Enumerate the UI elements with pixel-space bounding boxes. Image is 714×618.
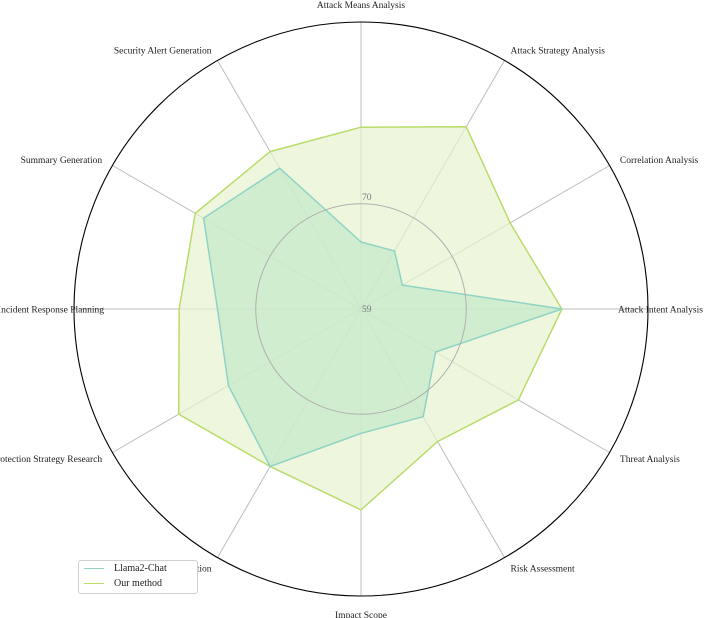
legend-swatch-llama2-chat [84,568,104,569]
legend-swatch-our-method [84,583,104,584]
legend-item-llama2-chat: Llama2-Chat [79,561,197,576]
axis-label-incident-response-planning: Incident Response Planning [0,306,104,316]
axis-label-attack-intent-analysis: Attack Intent Analysis [618,306,703,316]
axis-label-risk-assessment: Risk Assessment [511,564,575,574]
axis-label-attack-means-analysis: Attack Means Analysis [317,1,405,11]
axis-label-security-alert-generation: Security Alert Generation [114,47,212,57]
legend: Llama2-Chat Our method [78,560,198,594]
outer-boundary [73,21,649,597]
axis-label-attack-strategy-analysis: Attack Strategy Analysis [511,47,606,57]
tick-label-59: 59 [362,305,372,315]
tick-label-70: 70 [362,193,372,203]
axis-label-impact-scope: Impact Scope [335,611,387,618]
legend-item-our-method: Our method [79,576,197,591]
legend-label-our-method: Our method [114,578,163,589]
gridline-70 [255,203,467,415]
axis-label-protection-strategy-research: Protection Strategy Research [0,455,102,465]
axis-label-correlation-analysis: Correlation Analysis [620,156,699,166]
axis-label-threat-analysis: Threat Analysis [620,455,680,465]
series-llama2-chat [202,167,563,468]
axis-label-summary-generation: Summary Generation [21,156,103,166]
legend-label-llama2-chat: Llama2-Chat [114,563,167,574]
